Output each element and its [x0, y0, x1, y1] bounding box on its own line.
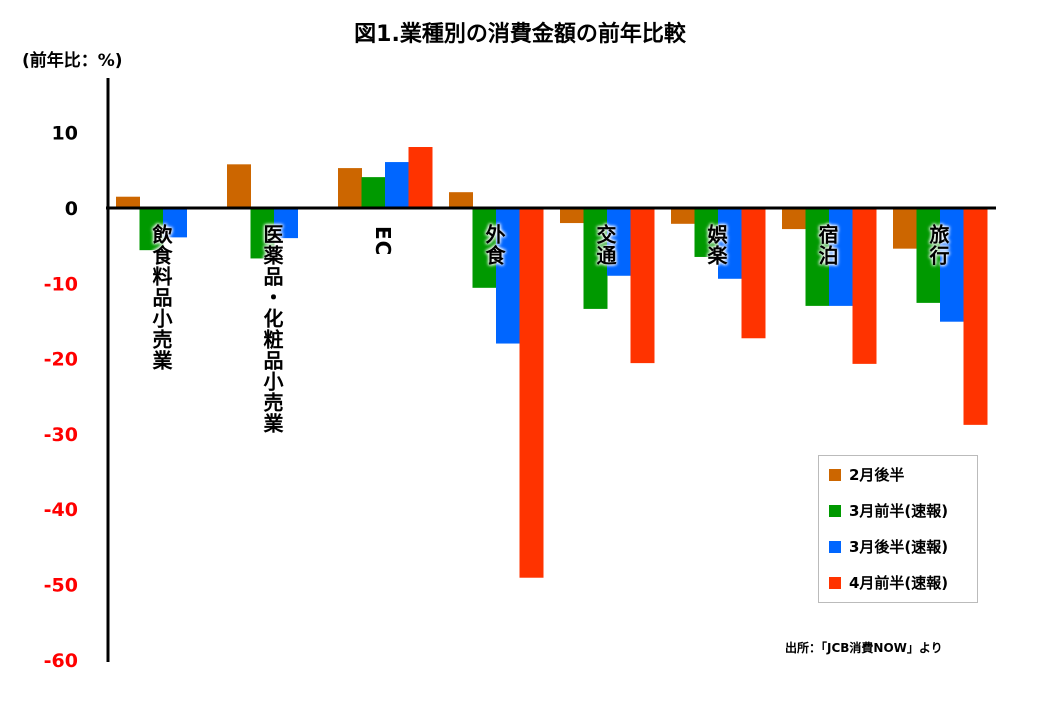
bar	[630, 208, 655, 364]
legend-label: 3月後半(速報)	[849, 538, 949, 556]
category-label: 宿泊	[815, 224, 839, 266]
category-label: EC	[371, 226, 395, 257]
category-label: 外食	[482, 224, 506, 266]
bar	[449, 192, 473, 208]
y-tick-label: -40	[44, 499, 78, 521]
y-tick-label: -50	[44, 575, 78, 597]
bar	[250, 208, 275, 259]
bar	[338, 168, 362, 208]
bar	[893, 208, 917, 249]
legend-item: 3月前半(速報)	[829, 500, 948, 521]
bar	[741, 208, 766, 339]
y-tick-label: -20	[44, 349, 78, 371]
category-label: 医薬品・化粧品小売業	[260, 224, 284, 434]
bar	[829, 208, 853, 306]
category-label: 娯楽	[704, 224, 728, 266]
legend-item: 2月後半	[829, 464, 904, 485]
legend-swatch	[829, 576, 841, 589]
category-label: 交通	[593, 224, 617, 266]
bar	[782, 208, 806, 230]
bar	[472, 208, 497, 288]
bar	[496, 208, 520, 344]
bar	[940, 208, 964, 322]
bar	[116, 196, 140, 208]
bar	[671, 208, 695, 224]
legend-swatch	[829, 540, 841, 553]
legend-item: 4月前半(速報)	[829, 572, 948, 593]
chart-title: 図1.業種別の消費金額の前年比較	[354, 22, 686, 47]
bar	[139, 208, 164, 251]
legend-label: 4月前半(速報)	[849, 574, 949, 592]
bar	[916, 208, 941, 303]
y-tick-label: -10	[44, 273, 78, 295]
bar	[274, 208, 298, 239]
bar	[227, 164, 251, 208]
bar	[963, 208, 988, 425]
legend-label: 2月後半	[849, 466, 905, 484]
y-tick-label: 10	[52, 123, 78, 145]
legend-swatch	[829, 468, 841, 481]
bar	[519, 208, 544, 578]
bar	[694, 208, 719, 257]
bar	[408, 147, 433, 208]
y-tick-label: -30	[44, 424, 78, 446]
legend-label: 3月前半(速報)	[849, 502, 949, 520]
bar	[385, 162, 409, 208]
y-axis-label: (前年比：%)	[22, 51, 123, 71]
bar	[163, 208, 187, 238]
source-note: 出所：「JCB消費NOW」より	[785, 641, 943, 655]
bar	[852, 208, 877, 364]
bar	[718, 208, 742, 279]
legend: 2月後半 3月前半(速報) 3月後半(速報) 4月前半(速報)	[818, 455, 978, 603]
bar	[583, 208, 608, 309]
category-label: 旅行	[926, 224, 950, 266]
legend-swatch	[829, 504, 841, 517]
category-label: 飲食料品小売業	[149, 224, 173, 371]
bar	[607, 208, 631, 276]
bar	[361, 177, 386, 208]
y-tick-label: -60	[44, 650, 78, 672]
legend-item: 3月後半(速報)	[829, 536, 948, 557]
bar	[560, 208, 584, 224]
bar	[805, 208, 830, 306]
y-tick-label: 0	[65, 198, 78, 220]
